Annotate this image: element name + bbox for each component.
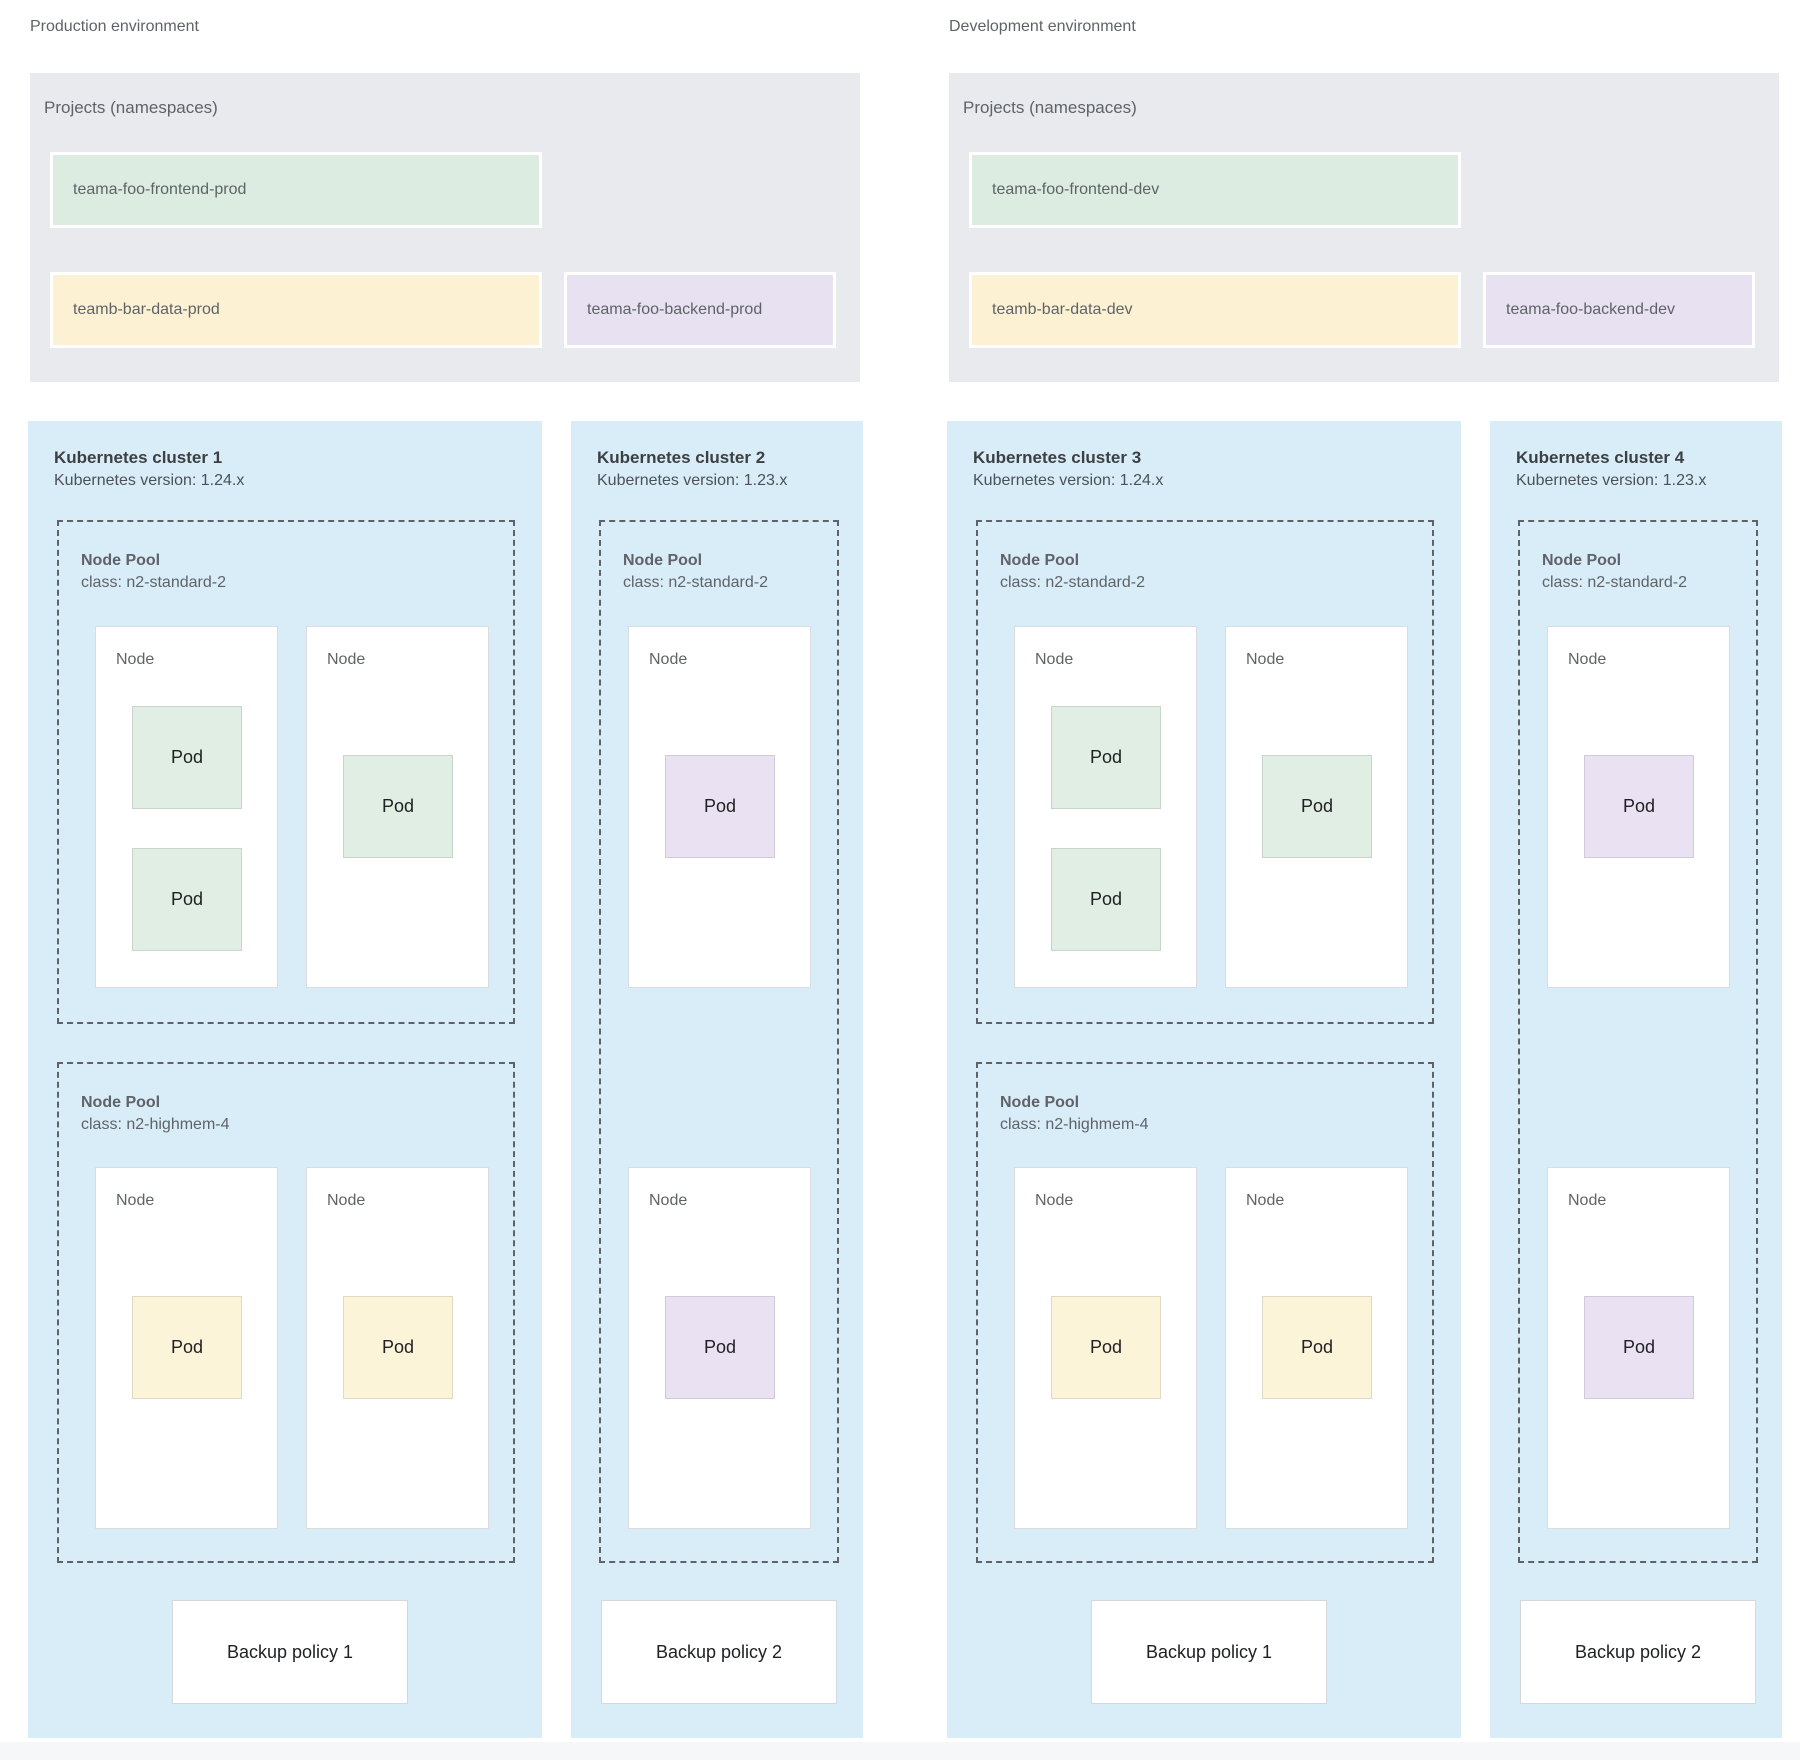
node-pool-class: class: n2-highmem-4 — [81, 1116, 230, 1133]
node-box: Node Pod Pod — [95, 626, 278, 988]
node-pool-class: class: n2-standard-2 — [1542, 574, 1687, 591]
pod-box: Pod — [665, 755, 775, 858]
cluster-version: Kubernetes version: 1.24.x — [973, 472, 1164, 489]
node-label: Node — [649, 1192, 688, 1209]
kubernetes-cluster-2: Kubernetes cluster 2 Kubernetes version:… — [571, 421, 863, 1738]
kubernetes-cluster-3: Kubernetes cluster 3 Kubernetes version:… — [947, 421, 1461, 1738]
pod-box: Pod — [1584, 755, 1694, 858]
node-pool: Node Pool class: n2-standard-2 Node Pod … — [57, 520, 515, 1024]
projects-namespaces-box: Projects (namespaces) teama-foo-frontend… — [30, 73, 860, 382]
node-pool-class: class: n2-highmem-4 — [1000, 1116, 1149, 1133]
cluster-version: Kubernetes version: 1.24.x — [54, 472, 245, 489]
node-pool-class: class: n2-standard-2 — [623, 574, 768, 591]
node-label: Node — [649, 651, 688, 668]
pod-box: Pod — [132, 1296, 242, 1399]
pod-box: Pod — [665, 1296, 775, 1399]
node-box: Node Pod — [1014, 1167, 1197, 1529]
environment-label: Production environment — [30, 18, 199, 35]
node-pool-class: class: n2-standard-2 — [1000, 574, 1145, 591]
cluster-title: Kubernetes cluster 4 — [1516, 448, 1685, 467]
pod-box: Pod — [1051, 1296, 1161, 1399]
cluster-version: Kubernetes version: 1.23.x — [597, 472, 788, 489]
node-box: Node Pod — [1225, 626, 1408, 988]
node-label: Node — [1246, 1192, 1285, 1209]
node-pool-name: Node Pool — [81, 552, 161, 569]
pod-box: Pod — [1051, 848, 1161, 951]
node-box: Node Pod — [306, 1167, 489, 1529]
pod-box: Pod — [1262, 1296, 1372, 1399]
node-pool-name: Node Pool — [1000, 552, 1080, 569]
node-box: Node Pod — [1547, 626, 1730, 988]
projects-title: Projects (namespaces) — [44, 98, 218, 117]
backup-policy-box: Backup policy 2 — [1520, 1600, 1756, 1704]
pod-box: Pod — [132, 706, 242, 809]
pod-box: Pod — [343, 1296, 453, 1399]
node-pool-class: class: n2-standard-2 — [81, 574, 226, 591]
projects-title: Projects (namespaces) — [963, 98, 1137, 117]
cluster-title: Kubernetes cluster 3 — [973, 448, 1142, 467]
node-box: Node Pod — [1225, 1167, 1408, 1529]
node-label: Node — [1035, 651, 1074, 668]
node-pool: Node Pool class: n2-standard-2 Node Pod … — [1518, 520, 1758, 1563]
node-pool-label: Node Pool class: n2-highmem-4 — [81, 1092, 230, 1135]
cluster-title: Kubernetes cluster 2 — [597, 448, 766, 467]
cluster-version: Kubernetes version: 1.23.x — [1516, 472, 1707, 489]
node-label: Node — [1568, 651, 1607, 668]
kubernetes-cluster-4: Kubernetes cluster 4 Kubernetes version:… — [1490, 421, 1782, 1738]
backup-policy-box: Backup policy 1 — [172, 1600, 408, 1704]
pod-box: Pod — [1051, 706, 1161, 809]
node-label: Node — [116, 651, 155, 668]
node-label: Node — [327, 651, 366, 668]
node-box: Node Pod — [628, 1167, 811, 1529]
pod-box: Pod — [1584, 1296, 1694, 1399]
environment-label: Development environment — [949, 18, 1136, 35]
backup-policy-box: Backup policy 2 — [601, 1600, 837, 1704]
node-label: Node — [327, 1192, 366, 1209]
pod-box: Pod — [343, 755, 453, 858]
node-pool: Node Pool class: n2-highmem-4 Node Pod N… — [976, 1062, 1434, 1563]
node-pool-label: Node Pool class: n2-highmem-4 — [1000, 1092, 1149, 1135]
node-label: Node — [1035, 1192, 1074, 1209]
node-pool-label: Node Pool class: n2-standard-2 — [1000, 550, 1145, 593]
node-label: Node — [1568, 1192, 1607, 1209]
node-pool: Node Pool class: n2-standard-2 Node Pod … — [976, 520, 1434, 1024]
pod-box: Pod — [132, 848, 242, 951]
cluster-title: Kubernetes cluster 1 — [54, 448, 223, 467]
projects-namespaces-box: Projects (namespaces) teama-foo-frontend… — [949, 73, 1779, 382]
node-pool-name: Node Pool — [623, 552, 703, 569]
node-pool-label: Node Pool class: n2-standard-2 — [1542, 550, 1687, 593]
node-box: Node Pod — [1547, 1167, 1730, 1529]
kubernetes-cluster-1: Kubernetes cluster 1 Kubernetes version:… — [28, 421, 542, 1738]
node-box: Node Pod Pod — [1014, 626, 1197, 988]
namespace-box: teamb-bar-data-prod — [50, 272, 542, 348]
node-box: Node Pod — [95, 1167, 278, 1529]
node-pool: Node Pool class: n2-standard-2 Node Pod … — [599, 520, 839, 1563]
pod-box: Pod — [1262, 755, 1372, 858]
node-pool-name: Node Pool — [1542, 552, 1622, 569]
production-environment: Production environment Projects (namespa… — [28, 0, 864, 1760]
node-box: Node Pod — [628, 626, 811, 988]
bottom-edge-strip — [0, 1742, 1800, 1760]
node-pool: Node Pool class: n2-highmem-4 Node Pod N… — [57, 1062, 515, 1563]
node-pool-name: Node Pool — [81, 1094, 161, 1111]
development-environment: Development environment Projects (namesp… — [947, 0, 1783, 1760]
cluster-header: Kubernetes cluster 2 Kubernetes version:… — [597, 447, 787, 491]
cluster-header: Kubernetes cluster 4 Kubernetes version:… — [1516, 447, 1706, 491]
node-label: Node — [1246, 651, 1285, 668]
namespace-box: teama-foo-frontend-prod — [50, 152, 542, 228]
node-pool-label: Node Pool class: n2-standard-2 — [81, 550, 226, 593]
namespace-box: teama-foo-backend-prod — [564, 272, 836, 348]
namespace-box: teama-foo-backend-dev — [1483, 272, 1755, 348]
node-label: Node — [116, 1192, 155, 1209]
namespace-box: teamb-bar-data-dev — [969, 272, 1461, 348]
node-box: Node Pod — [306, 626, 489, 988]
cluster-header: Kubernetes cluster 3 Kubernetes version:… — [973, 447, 1163, 491]
backup-policy-box: Backup policy 1 — [1091, 1600, 1327, 1704]
namespace-box: teama-foo-frontend-dev — [969, 152, 1461, 228]
cluster-header: Kubernetes cluster 1 Kubernetes version:… — [54, 447, 244, 491]
node-pool-name: Node Pool — [1000, 1094, 1080, 1111]
node-pool-label: Node Pool class: n2-standard-2 — [623, 550, 768, 593]
